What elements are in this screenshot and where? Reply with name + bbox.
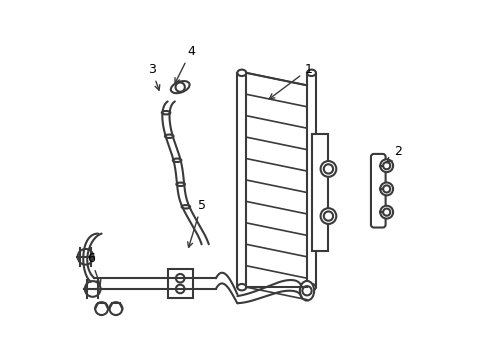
Text: 4: 4 [175,45,194,83]
FancyBboxPatch shape [370,154,385,228]
Circle shape [380,206,392,219]
Bar [306,73,315,287]
Ellipse shape [176,183,184,186]
Text: 6: 6 [87,252,101,285]
Circle shape [320,161,336,177]
Ellipse shape [172,158,181,162]
Circle shape [380,159,392,172]
Bar [237,73,246,287]
Circle shape [176,285,184,293]
Text: 2: 2 [386,145,401,163]
Circle shape [380,183,392,195]
Ellipse shape [237,69,246,76]
Ellipse shape [164,135,173,138]
Ellipse shape [306,69,315,76]
Ellipse shape [162,111,170,114]
Circle shape [176,274,184,283]
Ellipse shape [299,281,313,301]
Ellipse shape [181,205,190,208]
Ellipse shape [170,81,189,93]
Bar [312,134,328,251]
Ellipse shape [306,284,315,291]
Bar [167,269,192,298]
Text: 5: 5 [187,199,205,247]
Text: 1: 1 [269,63,312,99]
Circle shape [320,208,336,224]
Circle shape [175,82,184,92]
Text: 3: 3 [147,63,160,90]
Ellipse shape [237,284,246,291]
